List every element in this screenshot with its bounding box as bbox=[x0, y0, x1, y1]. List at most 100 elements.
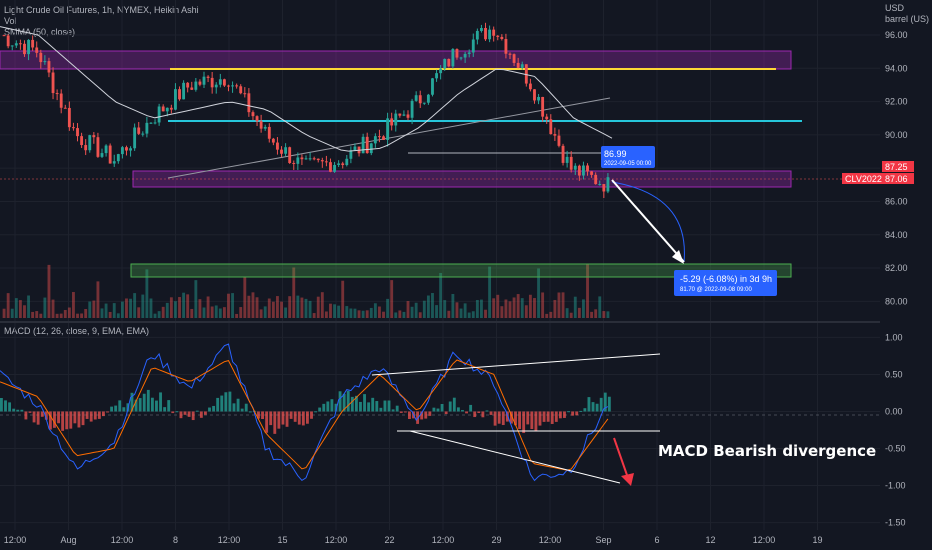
volume-bar bbox=[14, 298, 18, 318]
histogram-bar bbox=[77, 411, 81, 428]
candle-body bbox=[378, 136, 381, 138]
volume-bar bbox=[545, 313, 549, 318]
volume-bar bbox=[31, 311, 35, 318]
candle-body bbox=[353, 146, 357, 151]
histogram-bar bbox=[240, 408, 244, 412]
volume-bar bbox=[174, 301, 177, 318]
volume-bar bbox=[508, 301, 512, 318]
histogram-bar bbox=[375, 401, 379, 412]
smma-label[interactable]: SMMA (50, close) bbox=[4, 27, 76, 37]
volume-label[interactable]: Vol bbox=[4, 16, 17, 26]
volume-bars bbox=[2, 263, 610, 318]
time-axis[interactable]: 12:00 Aug 12:00 8 12:00 15 12:00 22 12:00 29 12:00… bbox=[4, 535, 823, 545]
macd-tick: -1.00 bbox=[885, 481, 906, 491]
volume-bar bbox=[194, 280, 198, 318]
volume-bar bbox=[480, 299, 483, 318]
volume-bar bbox=[329, 303, 332, 318]
candle-body bbox=[329, 162, 332, 172]
candle-body bbox=[96, 137, 100, 157]
histogram-bar bbox=[97, 411, 101, 419]
candle-body bbox=[590, 171, 594, 175]
macd-upper-trendline[interactable] bbox=[371, 353, 661, 376]
histogram-bar bbox=[440, 403, 444, 412]
symbol-tag-text: CLV2022 bbox=[845, 174, 882, 184]
candle-body bbox=[145, 122, 149, 134]
volume-bar bbox=[129, 298, 132, 318]
price-axis[interactable]: USD barrel (US) 96.0094.0092.0090.0088.0… bbox=[842, 3, 929, 306]
candle-body bbox=[59, 93, 63, 108]
candle-body bbox=[120, 147, 124, 155]
volume-bar bbox=[55, 313, 59, 318]
candle-body bbox=[394, 113, 398, 126]
histogram-bar bbox=[142, 393, 146, 412]
candle-body bbox=[218, 79, 222, 85]
histogram-bar bbox=[36, 411, 40, 425]
volume-bar bbox=[333, 304, 336, 318]
start-info-box[interactable]: 86.99 2022-09-05 00:00 bbox=[601, 146, 655, 168]
candle-body bbox=[386, 118, 390, 140]
histogram-bar bbox=[130, 392, 134, 412]
candle-body bbox=[51, 72, 55, 94]
volume-bar bbox=[541, 292, 545, 318]
candle-body bbox=[504, 39, 508, 54]
macd-lower-trendline[interactable] bbox=[409, 430, 621, 484]
candle-body bbox=[541, 96, 545, 117]
volume-bar bbox=[390, 280, 394, 318]
histogram-bar bbox=[155, 400, 158, 412]
candle-body bbox=[149, 122, 153, 124]
histogram-bar bbox=[558, 411, 562, 419]
volume-bar bbox=[357, 310, 361, 318]
histogram-bar bbox=[179, 411, 183, 419]
candle-body bbox=[345, 158, 349, 166]
candle-body bbox=[459, 57, 463, 59]
volume-bar bbox=[23, 305, 26, 318]
histogram-bar bbox=[367, 402, 371, 412]
candle-body bbox=[431, 78, 434, 95]
volume-bar bbox=[471, 311, 475, 318]
target-zone[interactable] bbox=[130, 263, 792, 278]
volume-bar bbox=[488, 266, 492, 318]
projection-info-box[interactable]: -5.29 (-6.08%) in 3d 9h 81.70 @ 2022-09-… bbox=[674, 270, 777, 296]
histogram-bar bbox=[187, 411, 191, 417]
candle-body bbox=[284, 147, 288, 154]
candle-body bbox=[598, 184, 602, 186]
candle-body bbox=[471, 39, 475, 53]
histogram-bar bbox=[395, 405, 399, 412]
macd-label[interactable]: MACD (12, 26, close, 9, EMA, EMA) bbox=[4, 326, 150, 336]
histogram-bar bbox=[57, 411, 60, 424]
candle-body bbox=[55, 93, 59, 95]
histogram-bar bbox=[542, 411, 546, 422]
volume-bar bbox=[512, 297, 516, 318]
symbol-title[interactable]: Light Crude Oil Futures, 1h, NYMEX, Heik… bbox=[4, 5, 199, 15]
histogram-bar bbox=[534, 411, 538, 432]
volume-bar bbox=[67, 307, 71, 318]
histogram-bar bbox=[391, 409, 395, 412]
candle-body bbox=[480, 28, 483, 31]
histogram-bar bbox=[603, 392, 607, 412]
candle-body bbox=[426, 94, 430, 103]
volume-bar bbox=[365, 310, 369, 318]
time-tick: 12:00 bbox=[753, 535, 776, 545]
projection-curve bbox=[611, 181, 685, 263]
candle-body bbox=[169, 107, 173, 110]
macd-axis[interactable]: 1.00 0.50 0.00 -0.50 -1.00 -1.50 bbox=[885, 332, 906, 527]
volume-bar bbox=[145, 269, 149, 318]
volume-bar bbox=[504, 299, 508, 318]
histogram-bar bbox=[481, 411, 485, 418]
volume-bar bbox=[10, 308, 14, 318]
macd-tick: -1.50 bbox=[885, 518, 906, 528]
signal-line bbox=[0, 359, 609, 471]
candle-body bbox=[247, 93, 251, 113]
histogram-bar bbox=[387, 400, 391, 412]
volume-bar bbox=[84, 309, 88, 318]
candle-body bbox=[84, 145, 88, 151]
macd-histogram bbox=[0, 389, 611, 434]
resistance-zone[interactable] bbox=[0, 50, 792, 70]
histogram-bar bbox=[12, 408, 16, 412]
volume-bar bbox=[292, 267, 296, 318]
candle-body bbox=[320, 160, 324, 162]
volume-bar bbox=[553, 299, 557, 318]
volume-bar bbox=[402, 311, 406, 318]
volume-bar bbox=[577, 307, 581, 318]
